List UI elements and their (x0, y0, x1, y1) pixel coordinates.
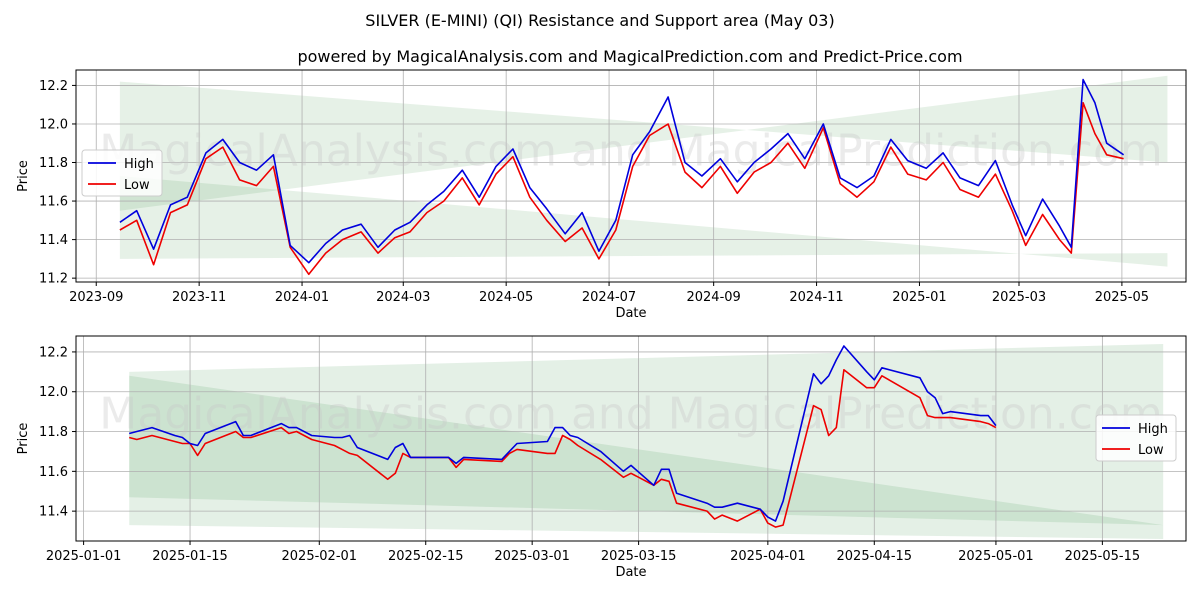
y-tick-label: 11.6 (39, 195, 68, 210)
x-tick-label: 2025-03 (992, 290, 1046, 305)
resistance-band (119, 75, 1168, 211)
chart-title: SILVER (E-MINI) (QI) Resistance and Supp… (365, 11, 834, 30)
y-axis-label: Price (16, 423, 31, 455)
x-tick-label: 2024-11 (789, 290, 843, 305)
chart-subtitle: powered by MagicalAnalysis.com and Magic… (297, 47, 962, 66)
x-tick-label: 2025-03-01 (494, 549, 570, 564)
top-panel: 2023-09 2023-11 2024-01 2024-03 2024-05 2024-… (16, 69, 1187, 321)
x-tick-label: 2023-09 (69, 290, 123, 305)
legend-label-low: Low (124, 178, 150, 193)
x-axis-label: Date (615, 565, 646, 580)
x-tick-label: 2025-01 (892, 290, 946, 305)
x-tick-label: 2024-09 (686, 290, 740, 305)
x-tick-label: 2025-02-15 (388, 549, 464, 564)
y-tick-label: 11.8 (39, 156, 68, 171)
x-tick-label: 2025-03-15 (601, 549, 677, 564)
y-tick-label: 12.2 (39, 79, 68, 94)
low-series-line (128, 368, 997, 528)
x-tick-label: 2024-03 (376, 290, 430, 305)
y-axis-label: Price (16, 160, 31, 192)
y-tick-label: 12.0 (39, 117, 68, 132)
y-tick-label: 11.4 (39, 505, 68, 520)
y-tick-label: 11.4 (39, 233, 68, 248)
legend-label-high: High (1138, 422, 1168, 437)
y-tick-label: 12.0 (39, 385, 68, 400)
bottom-panel: 2025-01-01 2025-01-15 2025-02-01 2025-02-15… (16, 335, 1187, 580)
x-tick-label: 2025-01-01 (46, 549, 122, 564)
legend: High Low (1095, 414, 1177, 462)
y-tick-label: 11.2 (39, 272, 68, 287)
y-tick-label: 11.6 (39, 465, 68, 480)
x-tick-label: 2025-05-01 (958, 549, 1034, 564)
x-tick-label: 2025-01-15 (152, 549, 228, 564)
x-tick-label: 2025-04-15 (837, 549, 913, 564)
high-series-line (128, 345, 997, 522)
x-tick-label: 2024-01 (275, 290, 329, 305)
x-tick-label: 2023-11 (172, 290, 226, 305)
high-series-line (119, 78, 1125, 264)
x-tick-label: 2025-02-01 (282, 549, 358, 564)
support-band (129, 375, 1164, 540)
axes-frame (75, 335, 1187, 542)
legend: High Low (81, 149, 163, 197)
x-tick-label: 2025-05 (1095, 290, 1149, 305)
x-axis-label: Date (615, 306, 646, 321)
x-tick-label: 2025-05-15 (1065, 549, 1141, 564)
x-tick-label: 2025-04-01 (730, 549, 806, 564)
watermark: MagicalAnalysis.com and MagicalPredictio… (99, 388, 1162, 439)
y-tick-label: 12.2 (39, 345, 68, 360)
x-tick-label: 2024-05 (479, 290, 533, 305)
x-tick-label: 2024-07 (582, 290, 636, 305)
low-series-line (119, 102, 1124, 276)
support-band (119, 176, 1168, 267)
legend-label-low: Low (1138, 443, 1164, 458)
y-tick-label: 11.8 (39, 425, 68, 440)
axes-frame (75, 69, 1187, 283)
legend-label-high: High (124, 157, 154, 172)
